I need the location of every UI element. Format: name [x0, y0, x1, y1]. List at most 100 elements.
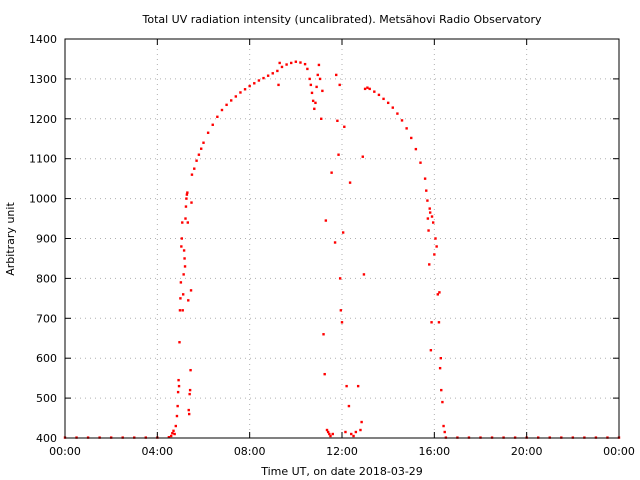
data-point	[230, 99, 233, 102]
data-point	[294, 60, 298, 63]
data-point	[243, 88, 247, 91]
data-point	[182, 249, 186, 252]
data-point	[239, 91, 242, 94]
data-point	[174, 424, 177, 428]
chart-title: Total UV radiation intensity (uncalibrat…	[142, 13, 542, 26]
data-point	[368, 87, 371, 91]
data-point	[177, 384, 181, 388]
data-point	[328, 432, 331, 436]
y-tick-label: 1200	[29, 113, 57, 126]
data-point	[443, 430, 446, 434]
data-point	[183, 257, 186, 260]
data-point	[330, 171, 333, 174]
data-point	[277, 83, 280, 87]
y-tick-label: 400	[36, 432, 57, 445]
data-point	[314, 101, 317, 105]
y-tick-label: 600	[36, 352, 57, 365]
data-point	[360, 420, 363, 424]
data-point	[183, 265, 187, 268]
data-point	[285, 63, 288, 66]
data-point	[345, 384, 348, 388]
data-point	[400, 119, 404, 122]
data-point	[199, 147, 203, 150]
data-point	[178, 309, 182, 312]
y-tick-label: 700	[36, 312, 57, 325]
data-point	[257, 79, 261, 82]
y-tick-labels: 400 500 600 700 800 900 1000 1100 1200 1300 1400	[29, 33, 57, 445]
data-point	[391, 106, 394, 109]
data-point	[338, 83, 341, 87]
data-point	[438, 291, 441, 294]
data-point	[427, 229, 430, 232]
data-point	[180, 237, 184, 240]
data-point	[347, 404, 351, 408]
x-tick-label: 12:00	[326, 445, 358, 458]
data-point	[290, 61, 293, 65]
data-point	[211, 123, 214, 126]
data-point	[167, 436, 171, 439]
data-point	[176, 404, 179, 408]
data-point	[433, 253, 436, 256]
data-point	[431, 221, 435, 224]
y-tick-label: 900	[36, 233, 57, 246]
data-point	[179, 281, 183, 284]
data-point	[189, 368, 192, 372]
data-point	[180, 245, 183, 248]
data-point	[441, 400, 444, 404]
data-point	[359, 428, 362, 432]
x-tick-label: 04:00	[141, 445, 173, 458]
data-point	[172, 429, 175, 433]
data-point	[186, 191, 189, 194]
data-point	[171, 432, 174, 435]
y-tick-label: 1000	[29, 193, 57, 206]
data-point	[185, 193, 189, 196]
data-point	[438, 366, 442, 370]
y-axis-label: Arbitrary unit	[4, 202, 17, 276]
data-point	[354, 430, 358, 434]
axis-ticks	[64, 38, 620, 439]
y-tick-label: 800	[36, 272, 57, 285]
data-point	[309, 83, 313, 87]
data-point	[321, 89, 324, 93]
data-point	[405, 127, 408, 130]
data-point	[308, 77, 311, 81]
x-tick-labels: 00:00 04:00 08:00 12:00 16:00 20:00 00:00	[49, 445, 635, 458]
data-point	[373, 90, 376, 93]
data-point	[348, 181, 352, 184]
data-point	[193, 167, 196, 170]
data-point	[338, 277, 342, 280]
data-point	[396, 112, 399, 115]
data-point	[377, 93, 381, 97]
data-point	[423, 177, 427, 180]
data-point	[189, 289, 193, 292]
data-point	[315, 85, 318, 89]
data-point	[185, 197, 188, 200]
data-point	[429, 349, 433, 352]
data-point	[318, 77, 322, 81]
data-point	[419, 161, 422, 164]
data-point	[234, 95, 238, 98]
data-point	[220, 108, 224, 112]
y-tick-label: 1400	[29, 33, 57, 46]
data-point	[253, 82, 256, 85]
data-point	[437, 321, 441, 324]
data-point	[352, 434, 355, 438]
data-point	[306, 67, 309, 71]
data-point	[177, 378, 180, 382]
data-point	[341, 231, 345, 234]
data-point	[280, 65, 284, 69]
data-point	[425, 189, 428, 192]
data-point	[340, 321, 344, 324]
grid	[65, 39, 619, 438]
data-point	[299, 61, 302, 64]
data-point	[187, 299, 190, 302]
data-point	[428, 207, 431, 210]
data-point	[363, 87, 367, 91]
data-point	[316, 73, 319, 77]
data-point	[190, 173, 194, 176]
data-point	[410, 136, 413, 140]
x-tick-label: 20:00	[511, 445, 543, 458]
data-point	[337, 153, 340, 156]
data-point	[350, 432, 353, 436]
